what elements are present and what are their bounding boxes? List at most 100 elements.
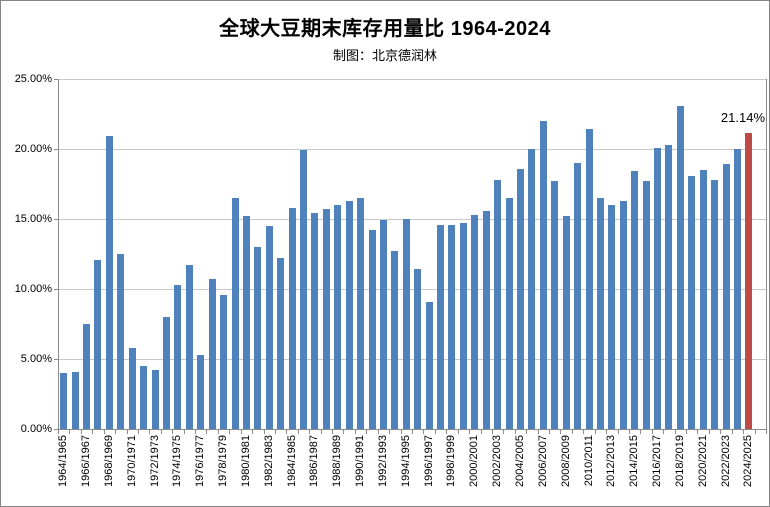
bar-1975/1976 [185, 265, 193, 429]
bar-1966/1967 [83, 324, 91, 429]
bar-1990/1991 [357, 198, 365, 429]
y-axis-tick-label: 5.00% [20, 353, 52, 365]
x-tick [366, 430, 368, 434]
x-tick [708, 430, 710, 434]
x-tick [754, 430, 756, 434]
bar-2003/2004 [505, 198, 513, 429]
x-tick [526, 430, 528, 434]
x-tick [92, 430, 94, 434]
x-tick [469, 430, 471, 434]
bar-1968/1969 [105, 136, 113, 429]
x-tick [457, 430, 459, 434]
x-axis-tick-label: 1972/1973 [148, 435, 161, 487]
bar-1979/1980 [231, 198, 239, 429]
bar-2015/2016 [642, 181, 650, 429]
x-tick [480, 430, 482, 434]
x-axis-tick-label: 1978/1979 [217, 435, 230, 487]
bar-1994/1995 [402, 219, 410, 429]
x-axis-tick-label: 1984/1985 [285, 435, 298, 487]
chart-subtitle: 制图：北京德润林 [332, 48, 437, 63]
bar-1967/1968 [94, 259, 102, 429]
bar-1993/1994 [391, 251, 399, 429]
y-tick [54, 79, 58, 80]
x-tick [674, 430, 676, 434]
bar-1972/1973 [151, 370, 159, 429]
x-axis-tick-label: 1968/1969 [102, 435, 115, 487]
bar-1992/1993 [379, 220, 387, 429]
x-tick [195, 430, 197, 434]
x-tick [58, 430, 59, 434]
x-axis-tick-label: 2010/2011 [582, 435, 595, 487]
bar-2004/2005 [516, 168, 524, 429]
x-tick [172, 430, 174, 434]
bar-2001/2002 [482, 210, 490, 429]
bar-2022/2023 [722, 164, 730, 429]
x-axis-tick-label: 2004/2005 [513, 435, 526, 487]
bar-2019/2020 [688, 175, 696, 429]
bar-1997/1998 [437, 224, 445, 429]
x-tick [686, 430, 688, 434]
x-axis-tick-label: 1982/1983 [262, 435, 275, 487]
y-tick [54, 149, 58, 150]
bar-1988/1989 [334, 205, 342, 429]
bar-2007/2008 [551, 181, 559, 429]
x-tick [354, 430, 356, 434]
y-axis-tick-label: 20.00% [14, 143, 52, 155]
bar-1969/1970 [117, 254, 125, 429]
bar-1978/1979 [220, 294, 228, 429]
x-axis-tick-label: 2020/2021 [696, 435, 709, 487]
x-tick [651, 430, 653, 434]
bar-1998/1999 [448, 224, 456, 429]
bar-1985/1986 [300, 150, 308, 429]
x-tick [560, 430, 562, 434]
bar-2011/2012 [596, 198, 604, 429]
x-axis-tick-label: 2002/2003 [491, 435, 504, 487]
x-tick [446, 430, 448, 434]
x-tick [206, 430, 208, 434]
x-tick [286, 430, 288, 434]
bar-1981/1982 [254, 247, 262, 429]
y-axis-tick-label: 25.00% [14, 73, 52, 85]
x-tick [80, 430, 82, 434]
x-tick [229, 430, 231, 434]
bar-2018/2019 [676, 105, 684, 429]
bar-2021/2022 [711, 179, 719, 429]
x-tick [69, 430, 71, 434]
x-tick [149, 430, 151, 434]
bar-1983/1984 [277, 258, 285, 429]
x-tick [766, 430, 767, 434]
x-tick [743, 430, 745, 434]
bar-1989/1990 [345, 200, 353, 429]
bar-1982/1983 [265, 226, 273, 429]
bar-2006/2007 [539, 121, 547, 429]
gridline [58, 149, 766, 150]
x-tick [274, 430, 276, 434]
y-axis-tick-label: 10.00% [14, 283, 52, 295]
bar-1987/1988 [322, 209, 330, 429]
bar-2000/2001 [471, 214, 479, 429]
x-tick [400, 430, 402, 434]
gridline [58, 219, 766, 220]
x-tick [491, 430, 493, 434]
x-axis-tick-label: 2000/2001 [468, 435, 481, 487]
x-tick [571, 430, 573, 434]
x-tick [731, 430, 733, 434]
x-axis-tick-label: 2016/2017 [651, 435, 664, 487]
x-tick [160, 430, 162, 434]
x-tick [697, 430, 699, 434]
bar-1986/1987 [311, 213, 319, 429]
x-tick [377, 430, 379, 434]
x-tick [423, 430, 425, 434]
bar-1996/1997 [425, 301, 433, 429]
bar-2016/2017 [654, 147, 662, 429]
x-tick [537, 430, 539, 434]
bar-1974/1975 [174, 284, 182, 429]
bar-1965/1966 [71, 371, 79, 429]
x-tick [434, 430, 436, 434]
x-axis-tick-label: 1964/1965 [57, 435, 70, 487]
y-axis-tick-label: 0.00% [20, 423, 52, 435]
bar-2014/2015 [631, 171, 639, 429]
last-bar-data-label: 21.14% [720, 110, 765, 125]
x-axis-tick-label: 1996/1997 [422, 435, 435, 487]
x-axis-tick-label: 2008/2009 [559, 435, 572, 487]
